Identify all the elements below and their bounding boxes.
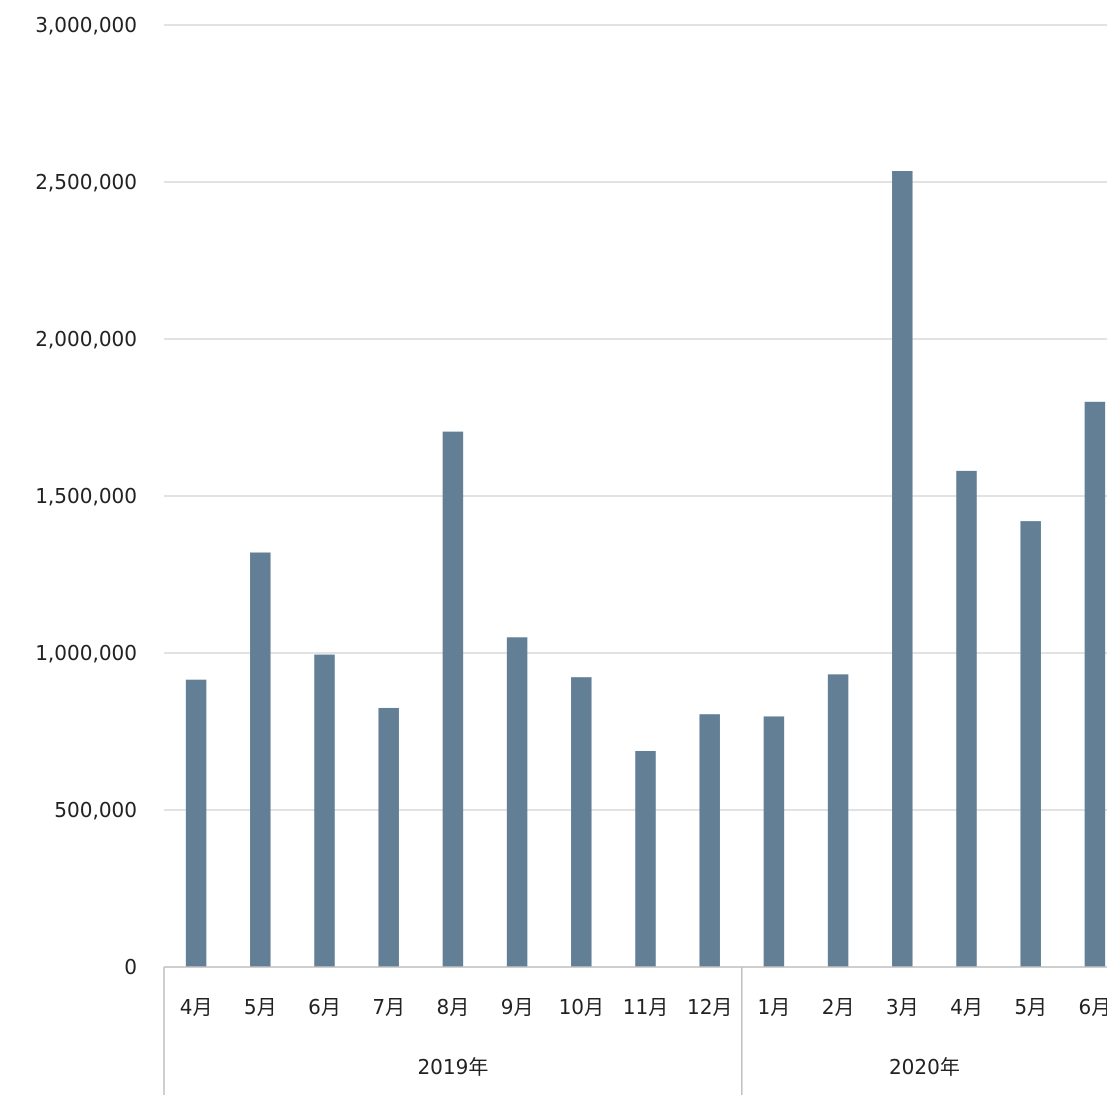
- gridlines: [164, 24, 1107, 811]
- x-tick-label: 4月: [180, 995, 213, 1019]
- x-tick-label: 7月: [372, 995, 405, 1019]
- bars: [185, 171, 1106, 967]
- bar: [699, 714, 720, 967]
- x-tick-label: 2月: [822, 995, 855, 1019]
- x-axis: [163, 966, 1107, 1095]
- bar: [506, 637, 528, 967]
- y-tick-label: 1,500,000: [35, 484, 137, 508]
- x-tick-label: 11月: [623, 995, 668, 1019]
- x-tick-label: 9月: [501, 995, 534, 1019]
- bar: [827, 674, 849, 967]
- x-tick-label: 1月: [758, 995, 791, 1019]
- x-tick-label: 8月: [437, 995, 470, 1019]
- x-tick-label: 12月: [687, 995, 732, 1019]
- y-tick-label: 500,000: [54, 798, 137, 822]
- bar: [763, 716, 785, 967]
- bar: [314, 654, 335, 967]
- y-tick-label: 0: [124, 955, 137, 979]
- x-axis-group-labels: 2019年 2020年: [417, 967, 960, 1095]
- x-tick-label: 5月: [244, 995, 277, 1019]
- x-axis-group-label: 2020年: [889, 1055, 960, 1079]
- x-axis-group-label: 2019年: [417, 1055, 488, 1079]
- bar: [250, 552, 271, 967]
- bar: [442, 431, 464, 967]
- y-tick-label: 2,000,000: [35, 327, 137, 351]
- x-tick-label: 10月: [559, 995, 604, 1019]
- x-axis-category-labels: 4月 5月 6月 7月 8月 9月 10月 11月 12月 1月 2月 3月 4月 5月 6月: [180, 995, 1107, 1019]
- bar: [571, 677, 592, 967]
- y-tick-label: 1,000,000: [35, 641, 137, 665]
- x-tick-label: 4月: [950, 995, 983, 1019]
- bar: [635, 750, 656, 967]
- x-tick-label: 6月: [308, 995, 341, 1019]
- x-tick-label: 5月: [1014, 995, 1047, 1019]
- bar: [185, 679, 207, 967]
- bar: [378, 707, 399, 967]
- y-tick-label: 2,500,000: [35, 170, 137, 194]
- bar: [892, 171, 913, 967]
- y-axis-tick-labels: 0 500,000 1,000,000 1,500,000 2,000,000 2,500…: [35, 13, 137, 979]
- x-tick-label: 3月: [886, 995, 919, 1019]
- bar: [1020, 521, 1041, 967]
- bar: [956, 470, 977, 967]
- x-tick-label: 6月: [1079, 995, 1107, 1019]
- bar: [1084, 401, 1106, 967]
- y-tick-label: 3,000,000: [35, 13, 137, 37]
